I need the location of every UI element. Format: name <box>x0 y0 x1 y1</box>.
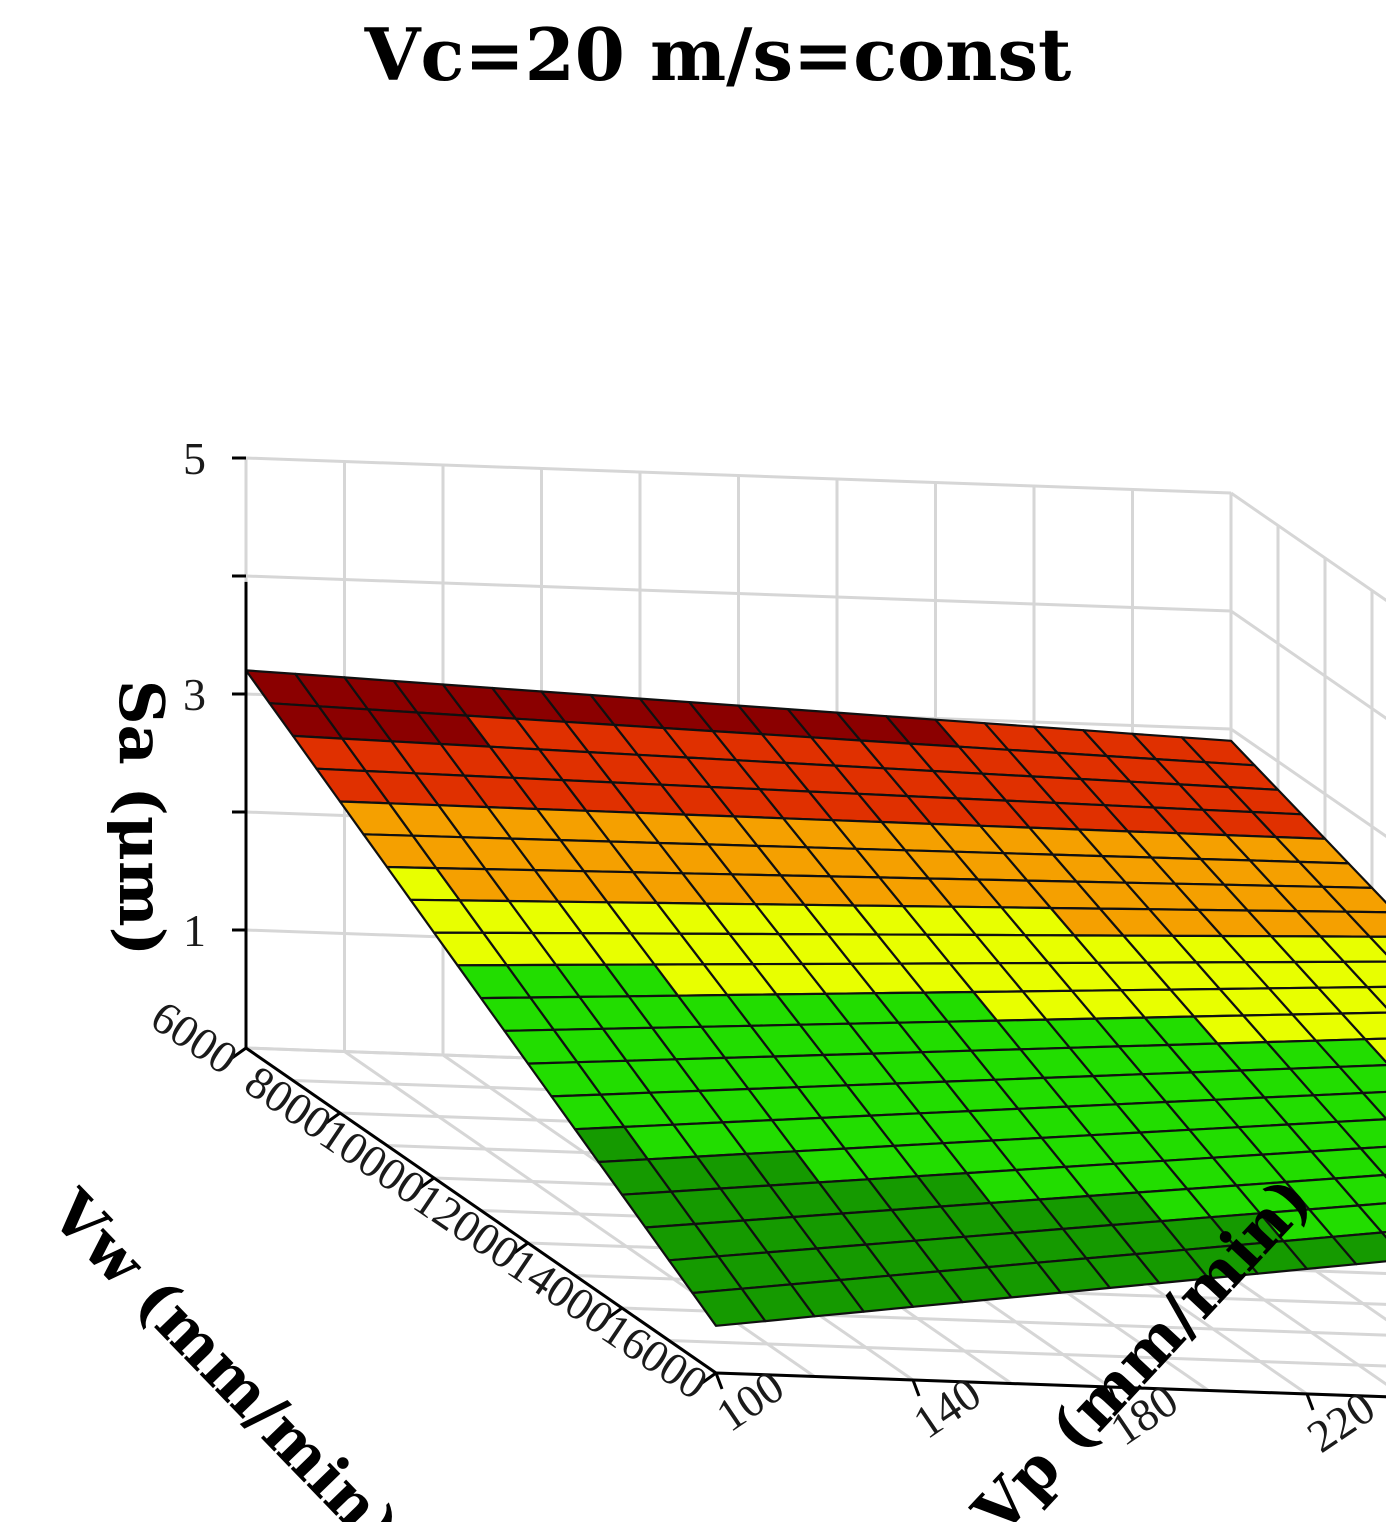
z-tick-label: 1 <box>183 905 206 956</box>
surface-cell <box>1380 1231 1386 1239</box>
x-tick-mark <box>231 1046 247 1060</box>
z-axis-label: Sa (μm) <box>105 680 178 956</box>
surface-cell <box>1359 1145 1386 1177</box>
surface-cell <box>1314 1038 1386 1068</box>
grid-line <box>1230 491 1386 603</box>
surface-cell <box>1333 1173 1386 1207</box>
x-tick-mark <box>701 1371 717 1385</box>
grid-line <box>668 1339 1386 1368</box>
x-axis-line <box>245 1046 717 1375</box>
surface-cell <box>1319 935 1386 963</box>
surface-cell <box>1366 985 1386 1009</box>
surface-cell <box>1357 1202 1386 1234</box>
chart-title: Vc=20 m/s=const <box>364 12 1072 97</box>
surface-cell <box>1368 935 1386 956</box>
y-tick-mark <box>714 1372 724 1390</box>
y-axis-line <box>715 1371 1386 1399</box>
y-tick-mark <box>1108 1386 1118 1404</box>
grid-line <box>1230 727 1386 839</box>
surface-cell <box>1364 1037 1386 1064</box>
z-tick-label: 5 <box>183 433 206 484</box>
x-tick-label: 6000 <box>142 991 247 1085</box>
surface-mesh <box>244 669 1386 1327</box>
y-tick-mark <box>1305 1393 1315 1411</box>
y-tick-mark <box>911 1379 921 1397</box>
x-tick-mark <box>325 1111 341 1125</box>
grid-line <box>1230 609 1386 721</box>
surface-cell <box>1340 1011 1386 1041</box>
x-axis-label: Vw (mm/min) <box>35 1175 415 1522</box>
surface-cell <box>1317 985 1386 1015</box>
axes <box>231 456 1386 1411</box>
x-tick-mark <box>513 1241 529 1255</box>
x-tick-mark <box>419 1176 435 1190</box>
surface-cell <box>1321 885 1386 914</box>
surface-cell <box>1312 1091 1386 1123</box>
surface-cell <box>1338 1064 1386 1095</box>
grid-line <box>245 574 1232 613</box>
z-tick-label: 3 <box>183 669 206 720</box>
surface-cell <box>1361 1090 1386 1121</box>
surface-cell <box>1342 960 1386 989</box>
surface-cell <box>1345 910 1386 938</box>
grid-line <box>245 456 1232 495</box>
x-tick-mark <box>607 1306 623 1320</box>
surface-cell <box>1331 1231 1386 1266</box>
x-tick-label: 16000 <box>593 1303 717 1410</box>
surface-cell <box>1336 1118 1386 1150</box>
